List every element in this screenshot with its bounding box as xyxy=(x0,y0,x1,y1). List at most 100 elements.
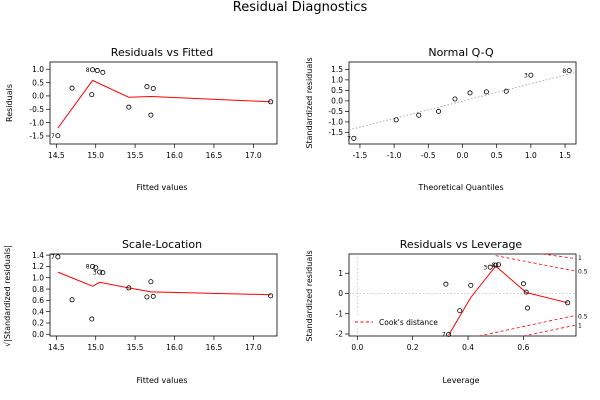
y-axis-label: Standardized residuals xyxy=(305,57,314,148)
point-label: 8 xyxy=(492,262,496,269)
data-point xyxy=(565,300,571,306)
panel-title: Scale-Location xyxy=(122,238,202,251)
point-label: 7 xyxy=(442,332,446,339)
y-tick-label: 0.2 xyxy=(32,319,44,328)
y-tick-label: 0.6 xyxy=(32,296,44,305)
data-point xyxy=(393,117,399,123)
point-label: 7 xyxy=(51,133,55,140)
data-point xyxy=(144,84,150,90)
y-axis-label: √|Standardized residuals| xyxy=(3,245,12,347)
data-point xyxy=(520,281,526,287)
data-point xyxy=(148,112,154,118)
residuals-vs-leverage-panel: Residuals vs Leverage Leverage Standardi… xyxy=(305,238,588,385)
panel-title: Residuals vs Leverage xyxy=(400,238,523,251)
data-point xyxy=(468,282,474,288)
cooks-contour-label: 0.5 xyxy=(578,313,588,320)
data-point xyxy=(148,279,154,285)
y-tick-label: 0.0 xyxy=(32,92,44,101)
legend-label: Cook's distance xyxy=(379,318,438,327)
scale-location-panel: Scale-Location Fitted values √|Standardi… xyxy=(3,238,278,385)
data-point xyxy=(436,108,442,114)
data-point xyxy=(416,112,422,118)
data-point xyxy=(503,88,509,94)
x-tick-label: 0.6 xyxy=(517,343,529,352)
x-tick-label: 15.0 xyxy=(87,343,104,352)
data-point xyxy=(69,85,75,91)
x-tick-label: 0.0 xyxy=(457,151,469,160)
y-tick-label: -1.5 xyxy=(29,132,44,141)
residuals-vs-fitted-panel: Residuals vs Fitted Fitted values Residu… xyxy=(5,46,278,192)
point-label: 8 xyxy=(562,68,566,75)
cooks-contour-label: 0.5 xyxy=(578,269,588,276)
x-tick-label: -1.0 xyxy=(387,151,402,160)
x-axis-label: Theoretical Quantiles xyxy=(417,183,503,192)
data-point xyxy=(268,293,274,299)
x-tick-label: 16.0 xyxy=(166,151,183,160)
y-tick-label: -2 xyxy=(336,330,344,339)
data-point xyxy=(443,281,449,287)
x-tick-label: 0.0 xyxy=(351,343,363,352)
x-axis-label: Fitted values xyxy=(136,183,187,192)
data-point xyxy=(446,331,452,337)
x-tick-label: -0.5 xyxy=(421,151,436,160)
y-tick-label: -1 xyxy=(336,309,344,318)
data-point xyxy=(94,68,100,74)
x-tick-label: 0.5 xyxy=(491,151,503,160)
data-point xyxy=(351,135,357,141)
plot-frame xyxy=(49,253,278,337)
data-point xyxy=(126,285,132,291)
y-tick-label: 0.0 xyxy=(32,330,44,339)
data-point xyxy=(268,99,274,105)
data-point xyxy=(97,269,103,275)
y-tick-label: -1.0 xyxy=(328,118,343,127)
legend-box xyxy=(353,316,435,328)
x-tick-label: 16.5 xyxy=(206,151,223,160)
x-tick-label: 16.5 xyxy=(206,343,223,352)
cooks-contour-label: 1 xyxy=(578,322,582,329)
qq-reference-line xyxy=(348,71,577,131)
y-axis-label: Residuals xyxy=(5,84,14,122)
data-point xyxy=(523,289,529,295)
data-point xyxy=(528,72,534,78)
point-label: 8 xyxy=(86,264,90,271)
data-point xyxy=(55,133,61,139)
y-tick-label: 1.4 xyxy=(32,251,44,260)
data-point xyxy=(493,262,499,268)
x-tick-label: 17.0 xyxy=(245,151,262,160)
cooks-distance-contour xyxy=(523,324,577,337)
lowess-smooth-line xyxy=(57,271,271,296)
data-point xyxy=(525,305,531,311)
x-tick-label: 1.5 xyxy=(559,151,571,160)
point-label: 7 xyxy=(347,136,351,143)
x-tick-label: -1.5 xyxy=(353,151,368,160)
data-point xyxy=(150,293,156,299)
data-point xyxy=(126,104,132,110)
x-tick-label: 15.5 xyxy=(127,343,144,352)
data-point xyxy=(89,92,95,98)
y-tick-label: 0 xyxy=(338,289,343,298)
data-point xyxy=(566,68,572,74)
y-tick-label: 0.4 xyxy=(32,307,44,316)
y-tick-label: 1.0 xyxy=(32,273,44,282)
plot-frame xyxy=(348,253,577,337)
panel-title: Residuals vs Fitted xyxy=(111,46,213,59)
data-point xyxy=(55,254,61,260)
point-label: 3 xyxy=(93,269,97,276)
y-tick-label: -0.5 xyxy=(328,107,343,116)
data-point xyxy=(144,294,150,300)
x-tick-label: 16.0 xyxy=(166,343,183,352)
y-tick-label: 0.0 xyxy=(331,97,343,106)
cooks-distance-contour xyxy=(495,255,577,272)
cooks-distance-contour xyxy=(542,253,577,260)
x-tick-label: 15.5 xyxy=(127,151,144,160)
data-point xyxy=(457,308,463,314)
x-axis-label: Fitted values xyxy=(136,376,187,385)
x-tick-label: 14.5 xyxy=(48,343,65,352)
point-label: 7 xyxy=(51,254,55,261)
data-point xyxy=(90,67,96,73)
data-point xyxy=(495,262,501,268)
point-label: 3 xyxy=(483,264,487,271)
y-tick-label: 1.2 xyxy=(32,262,44,271)
x-tick-label: 15.0 xyxy=(87,151,104,160)
